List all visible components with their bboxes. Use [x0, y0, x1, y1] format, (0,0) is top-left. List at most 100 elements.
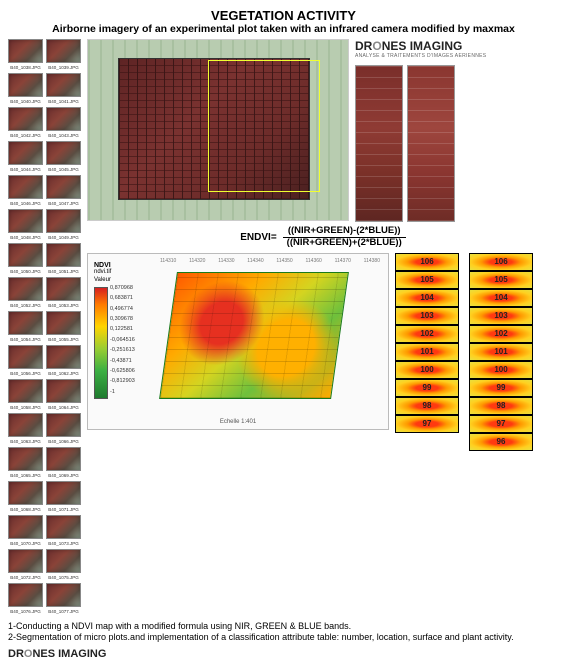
legend-tick: 0,309678	[110, 316, 150, 322]
ndvi-field	[159, 272, 349, 399]
thumbnail[interactable]	[8, 243, 43, 267]
brand-name: DRONES IMAGING	[355, 39, 462, 53]
class-cell: 105	[469, 271, 533, 289]
thumb-col-1	[8, 39, 43, 615]
legend-sub1: ndvi.tif	[94, 269, 150, 275]
class-cell: 96	[469, 433, 533, 451]
coord-label: 114370	[335, 258, 351, 264]
class-cell: 97	[395, 415, 459, 433]
upper-block: DRONES IMAGING ANALYSE & TRAITEMENTS D'I…	[87, 39, 559, 222]
coord-label: 114330	[218, 258, 234, 264]
footer-text: 1-Conducting a NDVI map with a modified …	[8, 621, 559, 644]
thumbnail[interactable]	[46, 107, 81, 131]
thumbnail[interactable]	[46, 141, 81, 165]
thumbnail[interactable]	[46, 447, 81, 471]
class-cell: 104	[395, 289, 459, 307]
main-row: DRONES IMAGING ANALYSE & TRAITEMENTS D'I…	[8, 39, 559, 615]
class-cell: 99	[395, 379, 459, 397]
class-cell: 103	[395, 307, 459, 325]
thumbnail[interactable]	[8, 481, 43, 505]
thumbnail[interactable]	[46, 379, 81, 403]
lower-block: 1143101143201143301143401143501143601143…	[87, 253, 559, 451]
class-cell: 106	[469, 253, 533, 271]
thumbnail[interactable]	[8, 413, 43, 437]
class-column-a: 106105104103102101100999897	[395, 253, 459, 451]
ndvi-legend: NDVI ndvi.tif Valeur 0,870968 0,683871 0,4…	[94, 262, 150, 399]
footer-brand-name: DRONES IMAGING	[8, 648, 106, 660]
legend-ticks: 0,870968 0,683871 0,496774 0,309678 0,122581…	[110, 285, 150, 395]
thumbnail[interactable]	[8, 277, 43, 301]
thumbnail[interactable]	[46, 175, 81, 199]
page-subtitle: Airborne imagery of an experimental plot…	[8, 23, 559, 35]
ndvi-scale: Echelle 1:401	[88, 419, 388, 425]
thumbnail[interactable]	[8, 141, 43, 165]
legend-tick: 0,870968	[110, 285, 150, 291]
thumbnail[interactable]	[46, 345, 81, 369]
class-cell: 106	[395, 253, 459, 271]
thumbnail[interactable]	[8, 39, 43, 63]
legend-gradient	[94, 287, 108, 399]
class-cell: 102	[395, 325, 459, 343]
thumbnail[interactable]	[46, 583, 81, 607]
thumbnail[interactable]	[8, 583, 43, 607]
footer-line2: 2-Segmentation of micro plots.and implem…	[8, 632, 559, 643]
coord-label: 114340	[247, 258, 263, 264]
thumbnail[interactable]	[46, 209, 81, 233]
thumbnail[interactable]	[46, 481, 81, 505]
thumbnail[interactable]	[8, 515, 43, 539]
formula-label: ENDVI=	[240, 232, 276, 243]
thumbnail[interactable]	[8, 73, 43, 97]
thumbnail[interactable]	[46, 515, 81, 539]
legend-tick: 0,683871	[110, 295, 150, 301]
class-cell: 100	[395, 361, 459, 379]
thumbnail[interactable]	[8, 209, 43, 233]
class-cell: 101	[469, 343, 533, 361]
class-cell: 100	[469, 361, 533, 379]
class-cell: 103	[469, 307, 533, 325]
thumbnail[interactable]	[46, 277, 81, 301]
thumbnail[interactable]	[46, 413, 81, 437]
ndvi-top-coords: 1143101143201143301143401143501143601143…	[160, 258, 380, 264]
class-cell: 98	[469, 397, 533, 415]
thumbnail[interactable]	[8, 379, 43, 403]
legend-tick: -0,251613	[110, 347, 150, 353]
ndvi-map: 1143101143201143301143401143501143601143…	[87, 253, 389, 430]
formula-denominator: ((NIR+GREEN)+(2*BLUE))	[283, 238, 406, 249]
aerial-highlight	[208, 60, 320, 192]
class-cell: 98	[395, 397, 459, 415]
thumb-col-2	[46, 39, 81, 615]
legend-tick: 0,496774	[110, 306, 150, 312]
legend-tick: 0,122581	[110, 326, 150, 332]
legend-tick: -1	[110, 389, 150, 395]
thumbnail[interactable]	[8, 175, 43, 199]
class-cell: 102	[469, 325, 533, 343]
legend-tick: -0,812903	[110, 378, 150, 384]
right-panel: DRONES IMAGING ANALYSE & TRAITEMENTS D'I…	[87, 39, 559, 615]
thumbnail[interactable]	[46, 311, 81, 335]
formula: ENDVI= ((NIR+GREEN)-(2*BLUE)) ((NIR+GREE…	[87, 226, 559, 249]
page-title: VEGETATION ACTIVITY	[8, 8, 559, 23]
class-column-b: 10610510410310210110099989796	[469, 253, 533, 451]
thumbnail[interactable]	[8, 549, 43, 573]
brand-logo: DRONES IMAGING ANALYSE & TRAITEMENTS D'I…	[355, 39, 486, 59]
legend-tick: -0,625806	[110, 368, 150, 374]
thumbnail[interactable]	[46, 243, 81, 267]
aerial-mosaic	[87, 39, 349, 221]
thumbnail[interactable]	[8, 345, 43, 369]
footer-logo: DRONES IMAGING	[8, 648, 559, 660]
coord-label: 114350	[276, 258, 292, 264]
legend-title: NDVI	[94, 262, 150, 269]
thumbnail[interactable]	[46, 73, 81, 97]
class-cell: 97	[469, 415, 533, 433]
crop-swatch-a	[355, 65, 403, 222]
crop-swatch-b	[407, 65, 455, 222]
coord-label: 114380	[364, 258, 380, 264]
thumbnail-strip	[8, 39, 81, 615]
thumbnail[interactable]	[46, 549, 81, 573]
thumbnail[interactable]	[46, 39, 81, 63]
legend-sub2: Valeur	[94, 277, 150, 283]
thumbnail[interactable]	[8, 107, 43, 131]
class-cell: 105	[395, 271, 459, 289]
thumbnail[interactable]	[8, 447, 43, 471]
thumbnail[interactable]	[8, 311, 43, 335]
